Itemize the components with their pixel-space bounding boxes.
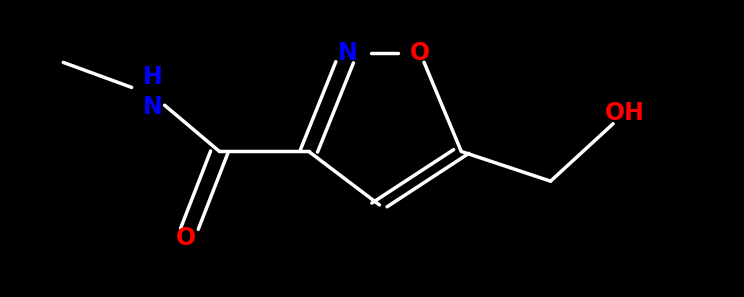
Text: H: H: [143, 65, 162, 89]
Text: N: N: [143, 95, 162, 119]
Text: O: O: [410, 42, 431, 65]
Text: OH: OH: [605, 101, 645, 125]
Text: N: N: [339, 42, 358, 65]
Text: O: O: [176, 226, 196, 249]
